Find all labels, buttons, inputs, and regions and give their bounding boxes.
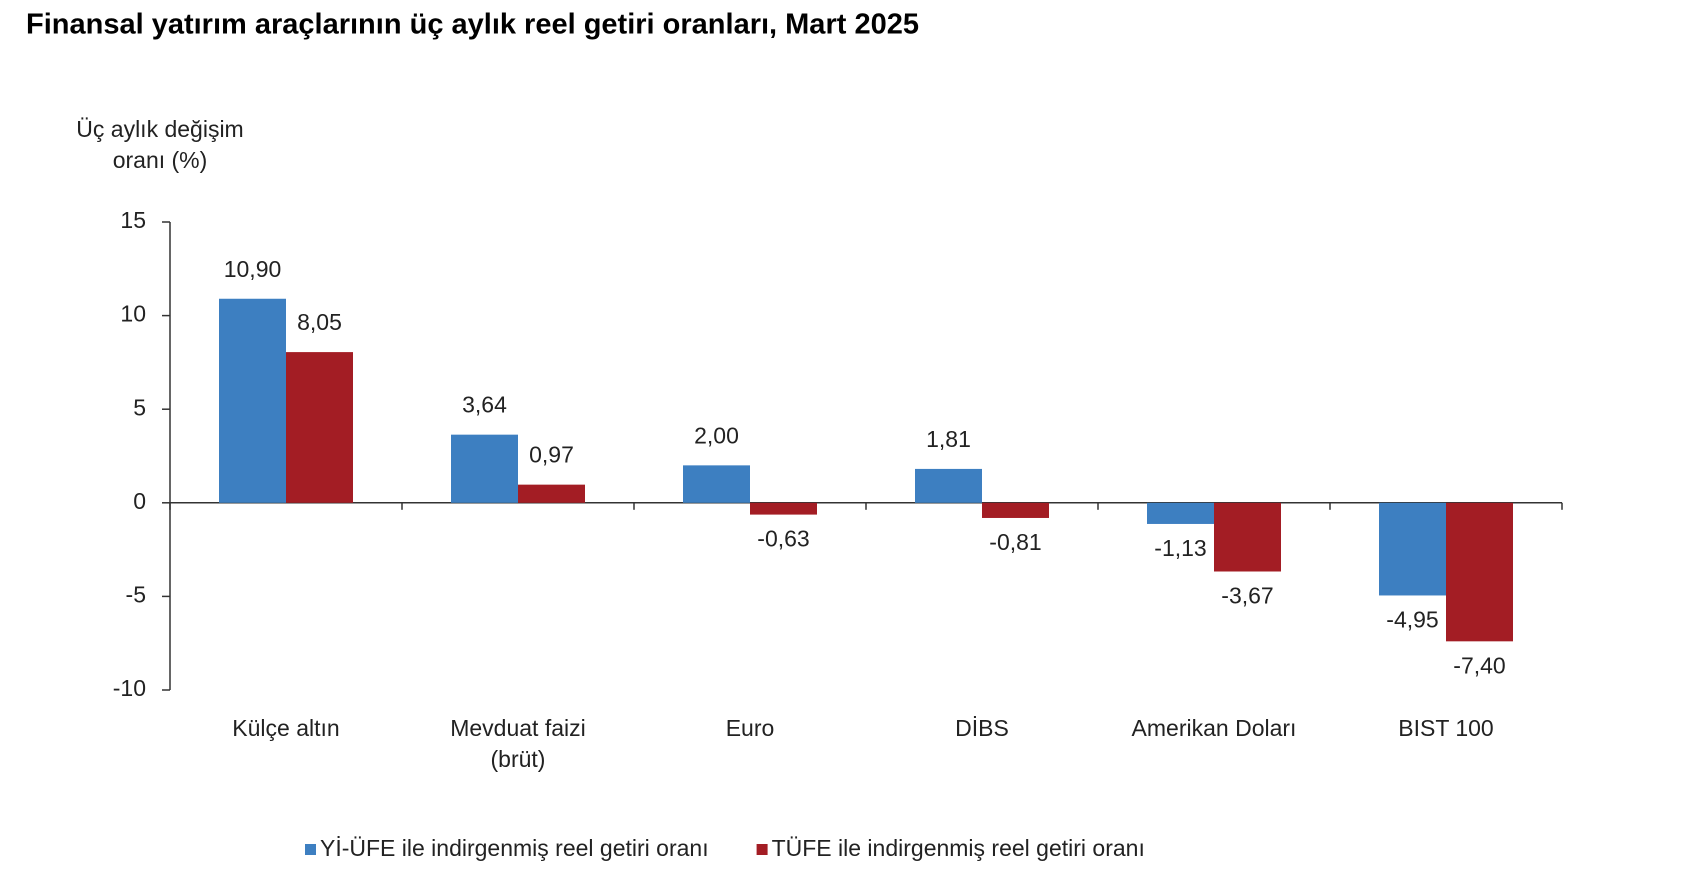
bar xyxy=(982,502,1049,518)
bar xyxy=(219,298,286,503)
x-tick-label: BIST 100 xyxy=(1398,715,1493,741)
bar xyxy=(451,434,518,503)
bar xyxy=(1379,502,1446,596)
bar xyxy=(1214,502,1281,572)
bar xyxy=(1147,502,1214,524)
data-label: 10,90 xyxy=(224,256,282,282)
x-tick-label: Mevduat faizi (brüt) xyxy=(450,715,586,772)
bar xyxy=(915,468,982,503)
data-label: 0,97 xyxy=(529,442,574,468)
bar xyxy=(750,502,817,515)
data-label: -7,40 xyxy=(1453,652,1505,678)
data-label: 8,05 xyxy=(297,309,342,335)
data-label: -4,95 xyxy=(1386,607,1438,633)
legend-swatch xyxy=(305,844,316,855)
bar xyxy=(683,465,750,503)
y-tick-label: 5 xyxy=(133,394,146,420)
data-label: 3,64 xyxy=(462,392,507,418)
data-label: -0,81 xyxy=(989,529,1041,555)
y-axis-label: Üç aylık değişim oranı (%) xyxy=(76,116,243,173)
x-tick-label: Amerikan Doları xyxy=(1132,715,1297,741)
y-tick-label: 10 xyxy=(120,301,146,327)
bar xyxy=(518,484,585,503)
data-label: 2,00 xyxy=(694,422,739,448)
x-tick-label: DİBS xyxy=(955,715,1009,741)
y-tick-label: -5 xyxy=(126,581,146,607)
legend-label: Yİ-ÜFE ile indirgenmiş reel getiri oranı xyxy=(320,835,709,861)
data-label: -0,63 xyxy=(757,526,809,552)
y-tick-label: 15 xyxy=(120,207,146,233)
legend-swatch xyxy=(756,844,768,855)
legend-label: TÜFE ile indirgenmiş reel getiri oranı xyxy=(772,835,1145,861)
bar xyxy=(1446,502,1513,642)
x-tick-label: Külçe altın xyxy=(232,715,339,741)
y-tick-label: -10 xyxy=(113,675,146,701)
bar xyxy=(286,352,353,503)
y-tick-label: 0 xyxy=(133,488,146,514)
x-tick-label: Euro xyxy=(726,715,775,741)
data-label: -1,13 xyxy=(1154,535,1206,561)
data-label: -3,67 xyxy=(1221,583,1273,609)
data-label: 1,81 xyxy=(926,426,971,452)
chart-title: Finansal yatırım araçlarının üç aylık re… xyxy=(26,9,919,41)
